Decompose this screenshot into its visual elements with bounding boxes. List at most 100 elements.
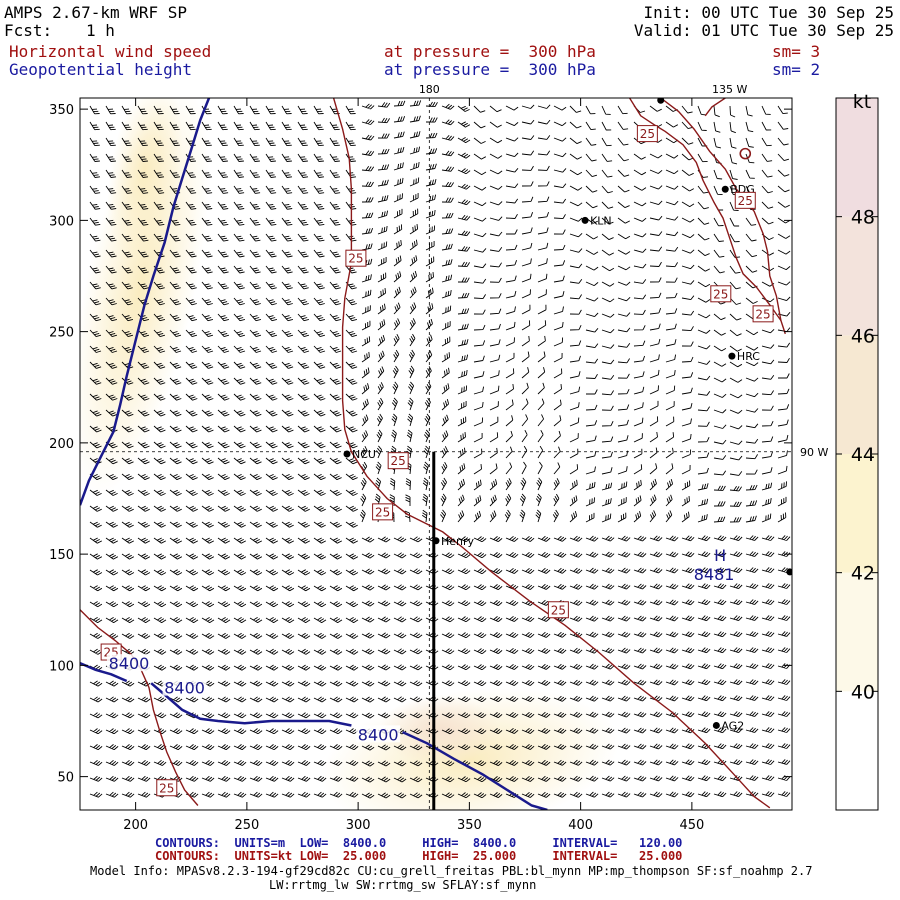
height-label-box: [356, 725, 401, 743]
field2-level: at pressure = 300 hPa: [384, 60, 596, 79]
forecast-value: 1 h: [86, 21, 115, 40]
colorbar-level: [836, 335, 878, 454]
station-label: NCU: [352, 448, 376, 461]
height-label-box: [106, 654, 151, 672]
height-contour-label: 8400: [164, 679, 205, 698]
station-marker: [786, 568, 792, 576]
colorbar-level: [836, 98, 878, 217]
wind-contour-25kt: [660, 98, 786, 335]
colorbar-tick-label: 48: [851, 207, 875, 229]
wind-label-box: [387, 452, 409, 470]
meridian-label: 180: [419, 83, 440, 96]
wind-contour-label: 25: [738, 194, 753, 208]
field2-name: Geopotential height: [9, 60, 193, 79]
height-contour-8400m: [80, 661, 128, 683]
wind-contour-label: 25: [375, 505, 390, 519]
y-tick-label: 150: [49, 548, 74, 563]
station-label: KLN: [590, 214, 612, 227]
wind-contour-25kt: [704, 98, 726, 117]
x-tick-label: 250: [234, 818, 259, 833]
y-tick-label: 200: [49, 437, 74, 452]
init-time: Init: 00 UTC Tue 30 Sep 25: [643, 3, 894, 22]
height-contour-label: 8400: [109, 654, 150, 673]
colorbar-level: [836, 216, 878, 336]
height-contour-label: 8400: [358, 725, 399, 744]
wind-label-box: [710, 285, 732, 303]
field1-name: Horizontal wind speed: [9, 42, 212, 61]
wind-label-box: [547, 601, 569, 619]
wind-label-box: [636, 125, 658, 143]
wind-barb-field: [89, 100, 791, 799]
colorbar-level: [836, 572, 878, 692]
wind-barbs: [89, 100, 791, 799]
station-marker: [581, 216, 589, 224]
y-tick-label: 300: [49, 214, 74, 229]
wind-contour-label: 25: [640, 127, 655, 141]
wind-label-box: [734, 191, 756, 209]
model-info-physics: LW:rrtmg_lw SW:rrtmg_sw SFLAY:sf_mynn: [269, 878, 537, 892]
geopotential-contours: [80, 98, 548, 810]
station-label: Henry: [441, 535, 475, 548]
x-tick-label: 450: [679, 818, 704, 833]
wind-contour-25kt: [80, 609, 199, 806]
meridian-labels: 180 135 W 90 W: [419, 83, 829, 459]
field2-smoothing: sm= 2: [772, 60, 821, 79]
y-tick-label: 250: [49, 326, 74, 341]
wind-label-box: [156, 779, 178, 797]
wind-contour-label: 25: [348, 252, 363, 266]
height-contour-labels: 8400 8400 8400: [106, 654, 401, 744]
y-tick-label: 350: [49, 103, 74, 118]
station-marker: [343, 450, 351, 458]
station-marker: [712, 721, 720, 729]
station-label: HRC: [737, 350, 760, 363]
model-title: AMPS 2.67-km WRF SP: [4, 3, 188, 22]
wind-speed-contours: [80, 98, 786, 809]
height-contour-8400m: [150, 682, 352, 727]
station-marker: [657, 98, 665, 104]
station-marker: [721, 185, 729, 193]
colorbar-level: [836, 454, 878, 573]
wind-contour-label: 25: [755, 307, 770, 321]
y-tick-label: 100: [49, 659, 74, 674]
meridian-label: 135 W: [712, 83, 747, 96]
height-label-box: [162, 678, 207, 696]
wind-label-box: [345, 249, 367, 267]
colorbar-tick-label: 40: [851, 681, 875, 703]
y-tick-label: 50: [57, 771, 74, 786]
wind-label-box: [752, 305, 774, 323]
model-info: Model Info: MPASv8.2.3-194-gf29cd82c CU:…: [90, 864, 813, 878]
colorbar-unit: kt: [853, 91, 871, 113]
wind-contour-label: 25: [391, 454, 406, 468]
forecast-label: Fcst:: [4, 21, 53, 40]
valid-time: Valid: 01 UTC Tue 30 Sep 25: [633, 21, 894, 40]
x-tick-label: 300: [346, 818, 371, 833]
x-tick-label: 350: [457, 818, 482, 833]
colorbar-level: [836, 691, 878, 810]
colorbar: 40 42 44 46 48 kt: [835, 91, 879, 811]
wind-contour-label: 25: [551, 603, 566, 617]
field1-level: at pressure = 300 hPa: [384, 42, 596, 61]
field1-smoothing: sm= 3: [772, 42, 821, 61]
wind-contour-25kt: [739, 147, 752, 160]
axes: 200 250 300 350 400 450 50 100 150 200 250 300 350: [49, 98, 792, 833]
colorbar-tick-label: 42: [851, 563, 875, 585]
high-center-symbol: H: [714, 546, 726, 565]
contours-info-height: CONTOURS: UNITS=m LOW= 8400.0 HIGH= 8400…: [155, 836, 683, 850]
wind-contour-25kt: [332, 98, 771, 809]
wind-contour-label: 25: [713, 287, 728, 301]
plot-frame: [79, 97, 793, 811]
colorbar-tick-label: 46: [851, 325, 875, 347]
meridian-label: 90 W: [800, 446, 828, 459]
colorbar-tick-label: 44: [851, 444, 875, 466]
high-center-value: 8481: [694, 565, 735, 584]
height-contour-8400m: [80, 98, 211, 506]
wind-contour-label: 25: [159, 781, 174, 795]
station-marker: [432, 537, 440, 545]
wind-label-box: [372, 503, 394, 521]
station-marker: [728, 352, 736, 360]
reference-lines: [80, 98, 792, 810]
x-tick-label: 400: [568, 818, 593, 833]
